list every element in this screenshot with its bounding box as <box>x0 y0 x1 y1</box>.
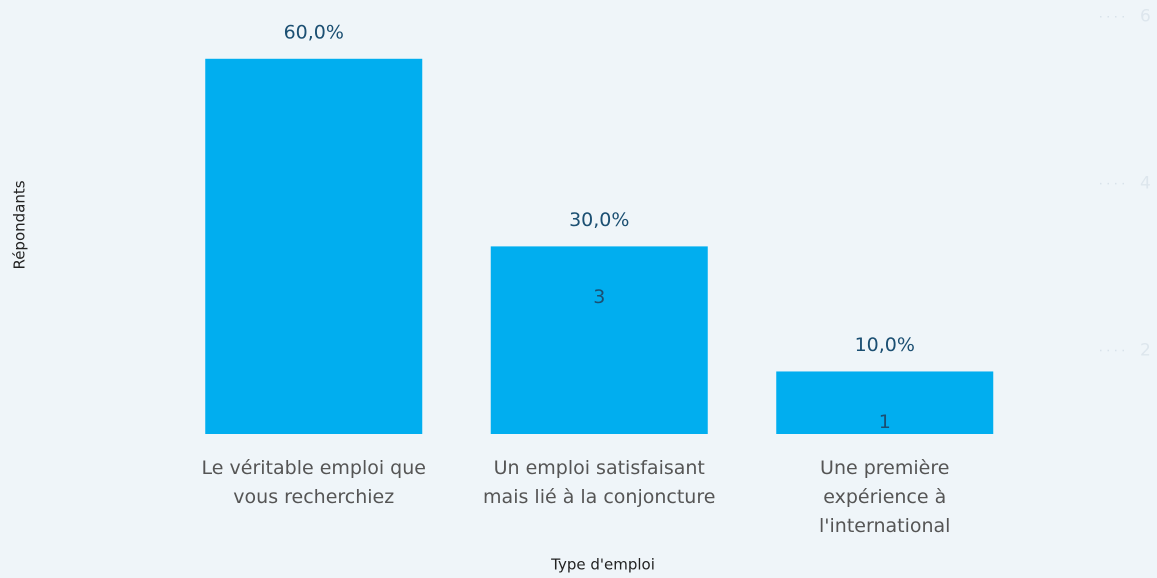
x-tick-label: Le véritable emploi que vous recherchiez <box>201 457 426 508</box>
bar <box>776 371 994 434</box>
bar <box>490 246 708 434</box>
data-label: 1 <box>879 411 891 433</box>
data-label: 3 <box>593 286 605 308</box>
bar <box>205 58 423 434</box>
percent-label: 10,0% <box>855 334 915 356</box>
y2-tick-label: 2 <box>1140 341 1151 361</box>
x-tick-label: Un emploi satisfaisant mais lié à la con… <box>483 457 716 508</box>
x-axis-label: Type d'emploi <box>550 556 655 574</box>
y2-tick-label: 4 <box>1140 174 1151 194</box>
percent-label: 30,0% <box>569 209 629 231</box>
y2-tick-label: 6 <box>1140 7 1151 27</box>
y-axis-label: Répondants <box>11 180 29 269</box>
percent-label: 60,0% <box>284 21 344 43</box>
x-tick-label: Une première expérience à l'internationa… <box>819 457 951 537</box>
